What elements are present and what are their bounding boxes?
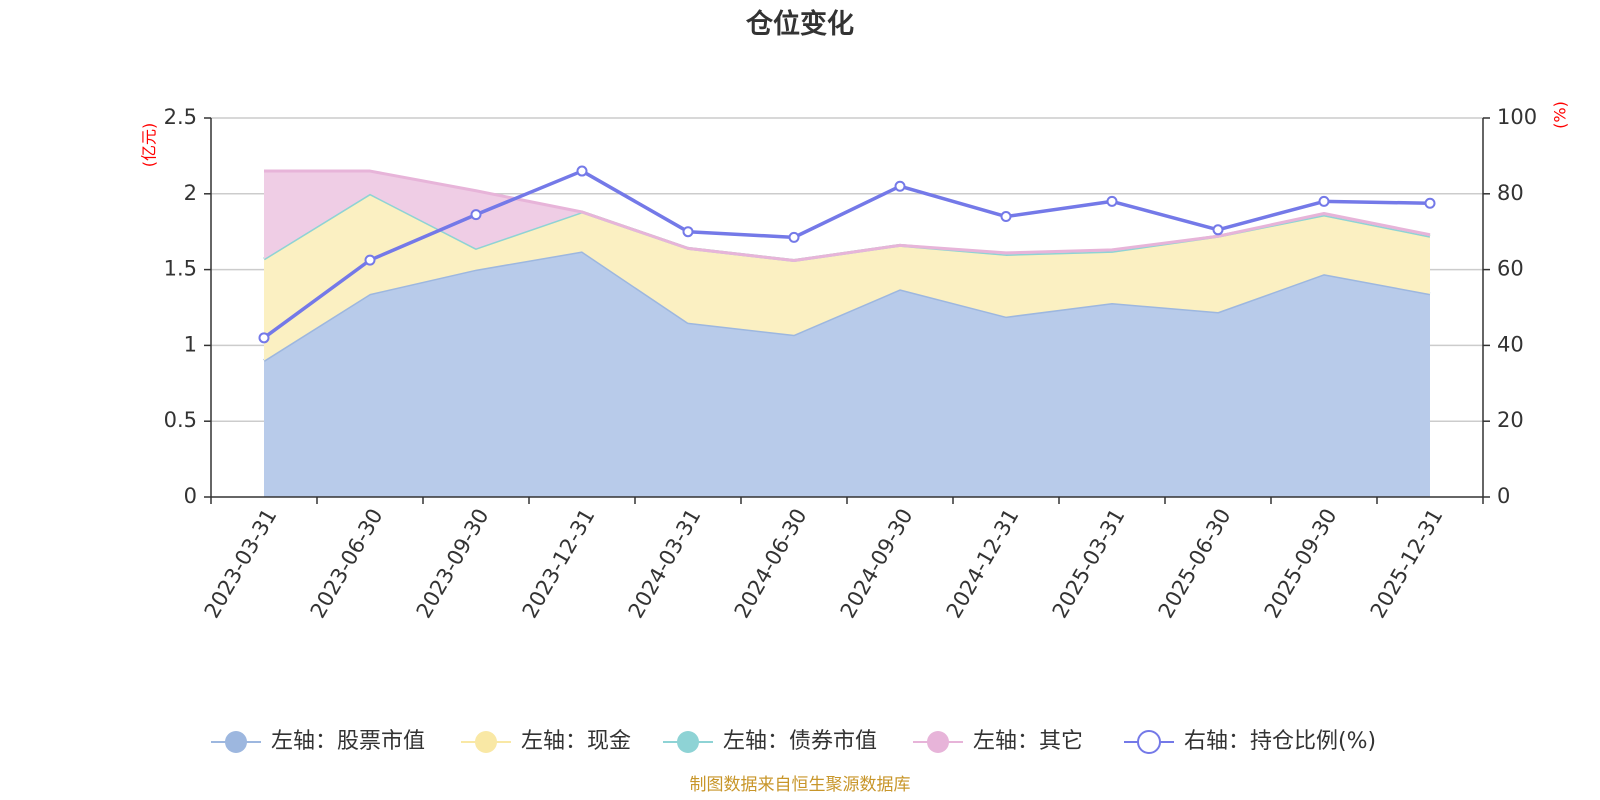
left-axis-tick-label: 0.5	[164, 408, 197, 432]
x-axis-tick-label: 2024-12-31	[942, 505, 1024, 623]
legend-label: 左轴：现金	[521, 729, 631, 754]
holding-ratio-point	[894, 180, 906, 192]
x-axis-tick-label: 2024-03-31	[624, 505, 706, 623]
area-line-4	[264, 169, 1431, 263]
right-axis-tick-label: 0	[1497, 484, 1510, 508]
x-axis-tick-label: 2023-03-31	[200, 505, 282, 623]
right-axis-tick-label: 80	[1497, 181, 1524, 205]
holding-ratio-point	[258, 332, 270, 344]
holding-ratio-line	[262, 169, 1431, 340]
x-axis-tick-label: 2024-06-30	[730, 505, 812, 623]
legend-swatch-marker	[475, 731, 497, 753]
area-fill-1	[264, 251, 1430, 497]
holding-ratio-point	[1424, 197, 1436, 209]
left-axis-tick-label: 1.5	[164, 257, 197, 281]
right-axis-tick-label: 100	[1497, 105, 1537, 129]
line-series	[258, 165, 1436, 344]
right-axis-unit: (%)	[1551, 101, 1570, 129]
legend-swatch-marker	[677, 731, 699, 753]
left-axis-unit: (亿元)	[140, 123, 159, 168]
left-axis-tick-label: 0	[184, 484, 197, 508]
area-series	[263, 169, 1431, 497]
x-axis-tick-label: 2023-12-31	[518, 505, 600, 623]
right-axis-tick-label: 20	[1497, 408, 1524, 432]
area-fill-4	[264, 171, 1430, 261]
holding-ratio-point	[788, 231, 800, 243]
holding-ratio-point	[470, 209, 482, 221]
legend-label: 左轴：债券市值	[723, 729, 877, 754]
legend-label: 左轴：其它	[973, 729, 1083, 754]
x-axis-tick-label: 2025-12-31	[1366, 505, 1448, 623]
legend-swatch-marker	[927, 731, 949, 753]
holding-ratio-point	[1212, 224, 1224, 236]
right-axis-tick-label: 40	[1497, 332, 1524, 356]
legend: 左轴：股票市值 左轴：现金 左轴：债券市值 左轴：其它 右轴：持仓比例(%)	[211, 729, 1376, 754]
data-source-note: 制图数据来自恒生聚源数据库	[690, 775, 911, 795]
chart-title: 仓位变化	[745, 8, 854, 40]
holding-ratio-point	[576, 165, 588, 177]
x-axis-tick-label: 2025-09-30	[1260, 505, 1342, 623]
holding-ratio-point	[1000, 211, 1012, 223]
holding-ratio-point	[682, 226, 694, 238]
area-fill-2	[264, 193, 1430, 361]
left-axis-tick-label: 1	[184, 332, 197, 356]
right-axis-tick-label: 60	[1497, 257, 1524, 281]
holding-ratio-point	[1318, 195, 1330, 207]
x-axis-tick-label: 2023-06-30	[306, 505, 388, 623]
x-axis-tick-label: 2024-09-30	[836, 505, 918, 623]
x-axis-tick-label: 2025-06-30	[1154, 505, 1236, 623]
legend-swatch-marker	[225, 731, 247, 753]
holding-ratio-point	[1106, 195, 1118, 207]
x-axis-tick-label: 2023-09-30	[412, 505, 494, 623]
x-axis-tick-label: 2025-03-31	[1048, 505, 1130, 623]
left-axis-tick-label: 2	[184, 181, 197, 205]
legend-label: 左轴：股票市值	[271, 729, 425, 754]
holding-ratio-point	[364, 254, 376, 266]
left-axis-tick-label: 2.5	[164, 105, 197, 129]
legend-swatch-marker	[1137, 730, 1161, 754]
legend-label: 右轴：持仓比例(%)	[1184, 729, 1376, 754]
